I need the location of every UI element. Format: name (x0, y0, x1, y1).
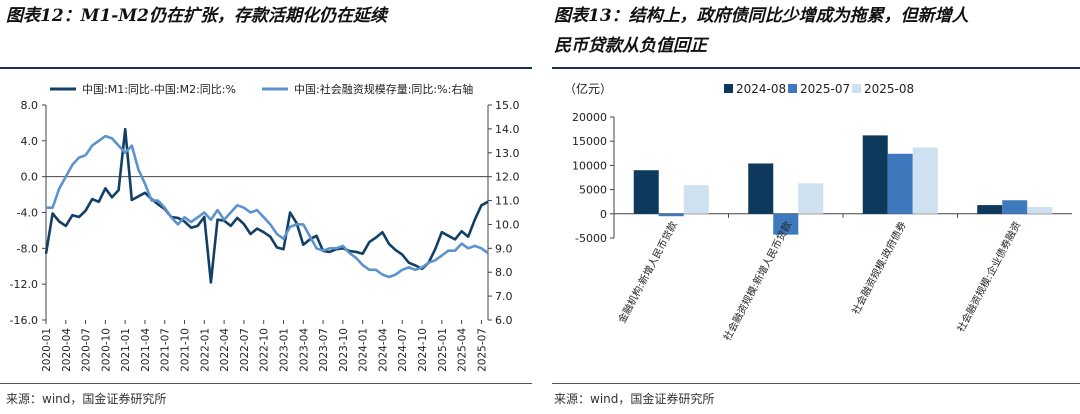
bar (683, 185, 709, 214)
x-category-label: 金融机构:新增人民币贷款 (615, 219, 680, 325)
x-tick-label: 2021-01 (120, 328, 132, 372)
x-tick-label: 2020-01 (41, 328, 53, 372)
right-tick-label: 8.0 (495, 266, 513, 279)
x-tick-label: 2022-01 (199, 328, 211, 372)
x-tick-label: 2024-01 (358, 328, 370, 372)
bar (887, 153, 913, 214)
bar (977, 205, 1003, 214)
legend-label: 2025-07 (800, 82, 850, 96)
x-tick-label: 2025-01 (437, 328, 449, 372)
y-tick-label: 10000 (572, 159, 607, 172)
x-category-label: 社会融资规模:企业债券融资 (954, 219, 1023, 334)
chart-panel-structure: 图表13：结构上，政府债同比少增成为拖累，但新增人 民币贷款从负值回正 （亿元）… (552, 0, 1080, 414)
legend-label: 中国:社会融资规模存量:同比:%:右轴 (294, 82, 473, 96)
y-tick-label: 20000 (572, 111, 607, 124)
x-tick-label: 2022-04 (219, 328, 231, 372)
bar (633, 170, 659, 214)
source-rule (552, 383, 1080, 384)
x-tick-label: 2021-10 (180, 328, 192, 372)
right-tick-label: 15.0 (495, 99, 520, 112)
title-rule (552, 67, 1080, 69)
legend-label: 中国:M1:同比-中国:M2:同比:% (82, 83, 236, 96)
legend-swatch (788, 84, 797, 93)
right-tick-label: 9.0 (495, 242, 513, 255)
unit-label: （亿元） (564, 81, 612, 96)
chart-title: 图表12：M1-M2仍在扩张，存款活期化仍在延续 (6, 6, 388, 26)
source-rule (0, 383, 532, 384)
bar-chart: （亿元） 2024-08 2025-07 2025-08 20000 15000 10000… (564, 81, 1072, 343)
y-tick-label: -5000 (575, 232, 607, 245)
title-rule (0, 67, 532, 69)
x-tick-label: 2020-10 (100, 328, 112, 372)
source-note: 来源：wind，国金证券研究所 (6, 392, 167, 406)
x-tick-label: 2024-07 (397, 328, 409, 372)
bar (798, 183, 824, 214)
left-tick-label: -16.0 (10, 314, 38, 327)
x-tick-label: 2025-07 (476, 328, 488, 372)
legend-label: 2025-08 (864, 82, 914, 96)
x-tick-label: 2022-10 (259, 328, 271, 372)
line-chart: 中国:M1:同比-中国:M2:同比:% 中国:社会融资规模存量:同比:%:右轴 8.… (10, 82, 520, 372)
x-tick-label: 2023-04 (298, 328, 310, 372)
source-note: 来源：wind，国金证券研究所 (554, 392, 715, 406)
x-tick-label: 2023-10 (338, 328, 350, 372)
legend-label: 2024-08 (736, 82, 786, 96)
y-tick-label: 5000 (579, 184, 607, 197)
bar (748, 163, 774, 214)
legend-swatch (852, 84, 861, 93)
left-tick-label: 0.0 (21, 171, 39, 184)
x-tick-label: 2024-04 (377, 328, 389, 372)
left-tick-label: -12.0 (10, 278, 38, 291)
x-category-label: 社会融资规模:政府债券 (849, 219, 909, 316)
bar (912, 147, 938, 214)
bar (862, 135, 888, 214)
x-tick-label: 2020-07 (81, 328, 93, 372)
series-line-tsf (46, 134, 489, 279)
left-tick-label: -4.0 (17, 207, 38, 220)
y-tick-label: 0 (600, 208, 607, 221)
legend-swatch (724, 84, 733, 93)
bar (1027, 207, 1053, 214)
bar (773, 213, 799, 235)
x-tick-label: 2021-07 (160, 328, 172, 372)
bar (658, 213, 684, 217)
x-tick-label: 2022-07 (239, 328, 251, 372)
chart-title-line2: 民币贷款从负值回正 (554, 36, 707, 56)
x-tick-label: 2024-10 (417, 328, 429, 372)
x-tick-label: 2023-01 (278, 328, 290, 372)
chart-title-line1: 图表13：结构上，政府债同比少增成为拖累，但新增人 (554, 6, 969, 26)
left-tick-label: -8.0 (17, 242, 38, 255)
right-tick-label: 11.0 (495, 195, 520, 208)
left-tick-label: 4.0 (21, 135, 39, 148)
bar (1002, 200, 1028, 214)
x-tick-label: 2025-04 (457, 328, 469, 372)
x-category-label: 社会融资规模:新增人民币贷款 (720, 219, 794, 343)
x-tick-label: 2020-04 (61, 328, 73, 372)
right-tick-label: 14.0 (495, 123, 520, 136)
right-tick-label: 12.0 (495, 171, 520, 184)
x-tick-label: 2023-07 (318, 328, 330, 372)
right-tick-label: 13.0 (495, 147, 520, 160)
right-tick-label: 7.0 (495, 290, 513, 303)
y-tick-label: 15000 (572, 135, 607, 148)
series-line-m1-m2 (44, 127, 489, 284)
left-tick-label: 8.0 (21, 99, 39, 112)
x-tick-label: 2021-04 (140, 328, 152, 372)
chart-panel-m1-m2: 图表12：M1-M2仍在扩张，存款活期化仍在延续 中国:M1:同比-中国:M2:… (0, 0, 535, 414)
right-tick-label: 10.0 (495, 218, 520, 231)
right-tick-label: 6.0 (495, 314, 513, 327)
